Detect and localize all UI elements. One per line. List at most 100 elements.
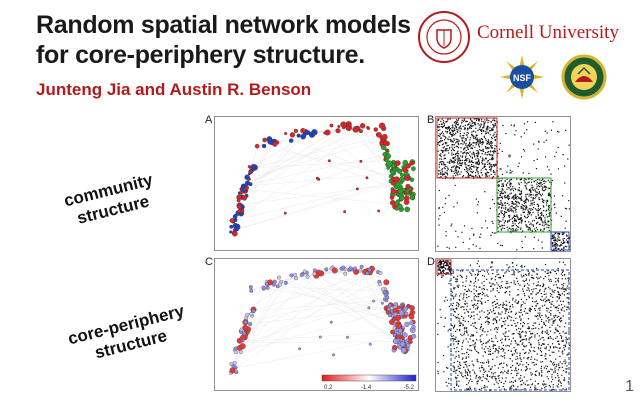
matrix-entry xyxy=(551,303,553,305)
matrix-entry xyxy=(476,134,478,136)
node xyxy=(355,187,359,191)
node xyxy=(366,126,371,130)
matrix-entry xyxy=(479,127,481,129)
matrix-entry xyxy=(554,155,556,158)
matrix-entry xyxy=(567,297,569,299)
matrix-entry xyxy=(506,316,509,318)
matrix-entry xyxy=(453,366,455,368)
matrix-entry xyxy=(530,200,532,202)
matrix-entry xyxy=(551,293,553,296)
matrix-entry xyxy=(455,336,457,338)
matrix-entry xyxy=(509,210,511,212)
node xyxy=(300,133,307,140)
matrix-entry xyxy=(533,180,535,182)
matrix-entry xyxy=(479,247,481,249)
edge xyxy=(235,180,395,221)
matrix-entry xyxy=(520,265,522,268)
matrix-entry xyxy=(449,270,451,272)
matrix-entry xyxy=(476,141,479,143)
matrix-entry xyxy=(525,224,528,226)
matrix-entry xyxy=(442,135,444,137)
matrix-entry xyxy=(472,130,474,132)
matrix-entry xyxy=(462,174,465,177)
matrix-entry xyxy=(502,372,504,374)
matrix-entry xyxy=(528,339,530,341)
matrix-entry xyxy=(444,163,446,166)
matrix-entry xyxy=(483,348,485,350)
node xyxy=(397,344,403,350)
matrix-entry xyxy=(509,294,511,296)
matrix-entry xyxy=(461,353,463,355)
matrix-entry xyxy=(466,152,468,154)
matrix-entry xyxy=(456,152,458,155)
matrix-entry xyxy=(449,132,451,134)
matrix-entry xyxy=(486,161,488,163)
matrix-entry xyxy=(524,308,527,310)
matrix-entry xyxy=(441,275,443,277)
matrix-entry xyxy=(456,158,458,160)
matrix-entry xyxy=(441,131,444,133)
matrix-entry xyxy=(524,302,526,305)
matrix-entry xyxy=(479,370,481,372)
matrix-entry xyxy=(460,162,462,164)
node xyxy=(284,131,288,136)
matrix-entry xyxy=(479,141,482,143)
matrix-entry xyxy=(552,386,554,388)
matrix-entry xyxy=(502,204,504,206)
matrix-entry xyxy=(485,169,487,171)
node xyxy=(383,140,389,146)
node xyxy=(408,313,415,320)
matrix-entry xyxy=(472,141,475,144)
matrix-entry xyxy=(470,291,472,293)
matrix-entry xyxy=(480,323,482,326)
matrix-entry xyxy=(537,208,540,210)
matrix-entry xyxy=(558,350,560,352)
edge xyxy=(251,275,301,307)
matrix-entry xyxy=(506,365,508,367)
matrix-entry xyxy=(545,287,547,289)
matrix-entry xyxy=(548,227,550,229)
matrix-entry xyxy=(507,229,509,231)
matrix-entry xyxy=(522,148,525,151)
matrix-entry xyxy=(521,199,523,201)
matrix-entry xyxy=(491,166,493,168)
matrix-entry xyxy=(449,146,451,148)
matrix-entry xyxy=(544,355,546,357)
matrix-entry xyxy=(487,131,489,133)
matrix-entry xyxy=(498,223,500,225)
matrix-entry xyxy=(463,118,465,120)
matrix-entry xyxy=(454,153,457,156)
matrix-entry xyxy=(490,142,492,144)
matrix-entry xyxy=(492,272,494,275)
matrix-entry xyxy=(474,156,476,158)
matrix-entry xyxy=(564,362,566,365)
matrix-entry xyxy=(481,347,483,349)
node xyxy=(368,342,372,346)
matrix-entry xyxy=(549,336,551,338)
matrix-entry xyxy=(515,325,517,327)
node xyxy=(243,320,248,324)
matrix-entry xyxy=(511,210,513,212)
matrix-entry xyxy=(462,137,464,139)
matrix-entry xyxy=(556,296,558,298)
matrix-entry xyxy=(490,165,493,168)
matrix-entry xyxy=(548,286,550,288)
matrix-entry xyxy=(502,347,504,350)
matrix-entry xyxy=(466,389,469,391)
matrix-entry xyxy=(496,274,498,276)
node xyxy=(390,329,395,335)
matrix-entry xyxy=(547,179,549,181)
matrix-entry xyxy=(504,370,506,372)
matrix-entry xyxy=(450,225,452,227)
matrix-entry xyxy=(495,232,497,234)
matrix-entry xyxy=(469,375,472,377)
matrix-entry xyxy=(493,308,495,310)
matrix-entry xyxy=(498,197,500,199)
matrix-entry xyxy=(486,374,488,377)
matrix-entry xyxy=(437,333,439,336)
matrix-entry xyxy=(560,382,562,384)
matrix-entry xyxy=(488,365,490,367)
node xyxy=(331,267,338,274)
matrix-entry xyxy=(512,203,515,205)
matrix-entry xyxy=(557,277,560,279)
